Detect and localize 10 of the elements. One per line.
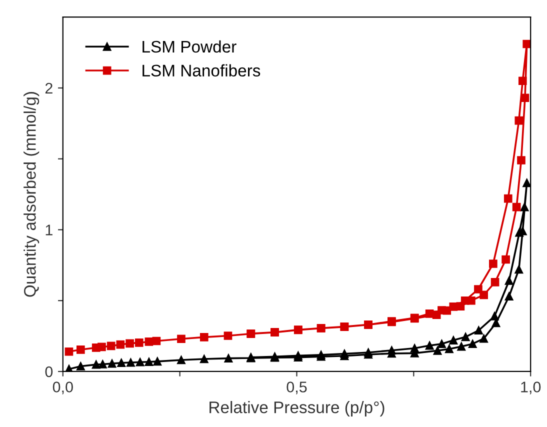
x-tick-label: 0,0	[52, 382, 73, 394]
y-tick-label: 2	[45, 82, 52, 94]
x-tick-label: 1,0	[521, 382, 541, 394]
y-tick-label: 1	[46, 224, 52, 236]
legend-label: LSM Powder	[142, 40, 236, 53]
legend-label: LSM Nanofibers	[142, 64, 260, 77]
x-axis-title: Relative Pressure (p/p°)	[210, 401, 384, 417]
y-axis-title: Quantity adsorbed (mmol/g)	[24, 92, 40, 297]
y-tick-label: 0	[45, 366, 53, 378]
x-tick-label: 0,5	[286, 382, 307, 394]
